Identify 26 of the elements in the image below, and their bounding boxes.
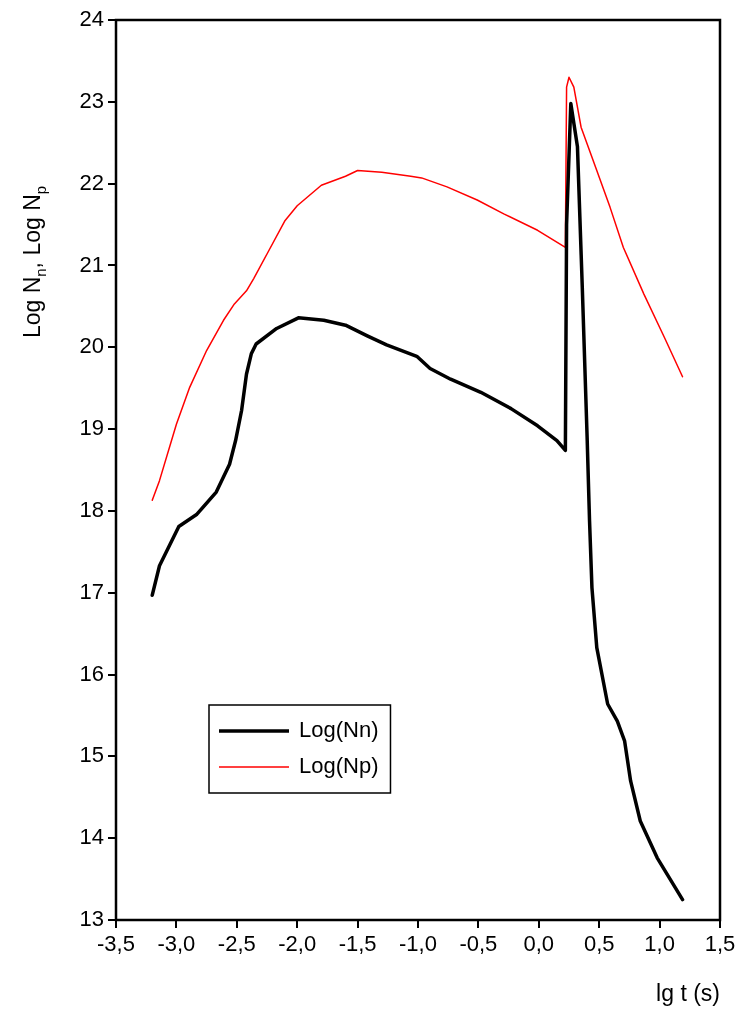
x-tick-label: 1,5 bbox=[704, 931, 736, 957]
y-tick-label: 24 bbox=[79, 6, 104, 32]
y-tick-label: 16 bbox=[79, 660, 104, 686]
x-tick-label: -0,5 bbox=[459, 931, 498, 957]
x-tick-label: 0,0 bbox=[523, 931, 555, 957]
x-tick-label: -3,5 bbox=[97, 931, 135, 957]
y-tick-label: 18 bbox=[79, 496, 104, 522]
x-tick-label: 1,0 bbox=[644, 931, 675, 957]
x-tick-label: -2,5 bbox=[217, 931, 256, 957]
y-tick-label: 13 bbox=[79, 906, 104, 932]
x-tick-label: -1,0 bbox=[399, 931, 437, 957]
y-tick-label: 21 bbox=[79, 251, 104, 277]
x-tick-label: -3,0 bbox=[157, 931, 196, 957]
legend-label: Log(Np) bbox=[299, 753, 379, 779]
y-tick-label: 17 bbox=[79, 578, 104, 604]
y-tick-label: 22 bbox=[79, 169, 104, 195]
x-tick-label: -2,0 bbox=[278, 931, 317, 957]
y-tick-label: 23 bbox=[79, 87, 104, 113]
legend-label: Log(Nn) bbox=[299, 717, 379, 743]
y-tick-label: 20 bbox=[79, 333, 104, 359]
y-tick-label: 14 bbox=[79, 824, 104, 850]
y-tick-label: 19 bbox=[79, 415, 104, 441]
x-tick-label: -1,5 bbox=[338, 931, 377, 957]
x-tick-label: 0,5 bbox=[583, 931, 615, 957]
x-axis-title: lg t (s) bbox=[656, 979, 720, 1006]
y-tick-label: 15 bbox=[79, 742, 104, 768]
